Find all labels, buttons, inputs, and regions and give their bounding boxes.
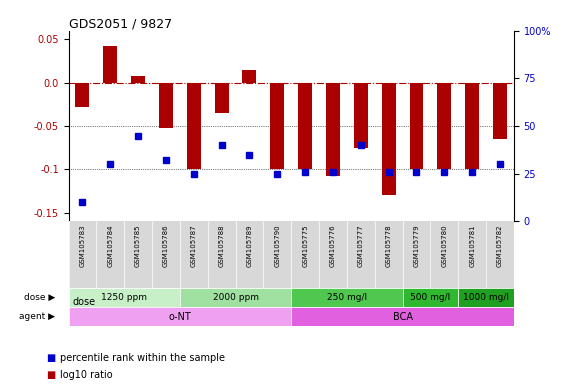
Bar bbox=[403, 288, 458, 307]
Bar bbox=[215, 83, 228, 113]
Bar bbox=[75, 83, 90, 107]
Text: GSM105789: GSM105789 bbox=[247, 225, 252, 267]
Bar bbox=[381, 83, 396, 195]
Bar bbox=[131, 76, 145, 83]
Bar bbox=[354, 83, 368, 148]
Text: 1000 mg/l: 1000 mg/l bbox=[463, 293, 509, 302]
Text: GSM105781: GSM105781 bbox=[469, 225, 475, 267]
Bar bbox=[291, 307, 514, 326]
Text: BCA: BCA bbox=[392, 312, 413, 322]
Text: dose ▶: dose ▶ bbox=[24, 293, 55, 302]
Text: GSM105787: GSM105787 bbox=[191, 225, 197, 267]
Text: o-NT: o-NT bbox=[168, 312, 191, 322]
Text: GSM105778: GSM105778 bbox=[385, 225, 392, 267]
Text: GSM105779: GSM105779 bbox=[413, 225, 420, 267]
Text: 1250 ppm: 1250 ppm bbox=[101, 293, 147, 302]
Text: GSM105780: GSM105780 bbox=[441, 225, 447, 267]
Text: ■: ■ bbox=[46, 370, 55, 380]
Bar bbox=[69, 288, 180, 307]
Text: GSM105776: GSM105776 bbox=[330, 225, 336, 267]
Text: 500 mg/l: 500 mg/l bbox=[411, 293, 451, 302]
Text: GDS2051 / 9827: GDS2051 / 9827 bbox=[69, 18, 172, 31]
Text: GSM105777: GSM105777 bbox=[358, 225, 364, 267]
Text: agent ▶: agent ▶ bbox=[19, 312, 55, 321]
Text: 250 mg/l: 250 mg/l bbox=[327, 293, 367, 302]
Bar bbox=[69, 307, 291, 326]
Bar bbox=[326, 83, 340, 176]
Bar bbox=[291, 288, 403, 307]
Text: GSM105786: GSM105786 bbox=[163, 225, 169, 267]
Bar bbox=[243, 70, 256, 83]
Text: percentile rank within the sample: percentile rank within the sample bbox=[60, 353, 225, 363]
Bar bbox=[458, 288, 514, 307]
Text: GSM105790: GSM105790 bbox=[274, 225, 280, 267]
Text: GSM105788: GSM105788 bbox=[219, 225, 224, 267]
Bar bbox=[159, 83, 173, 128]
Bar bbox=[437, 83, 451, 169]
Bar bbox=[187, 83, 201, 169]
Bar bbox=[270, 83, 284, 169]
Bar bbox=[103, 46, 117, 83]
Text: GSM105782: GSM105782 bbox=[497, 225, 503, 267]
Bar bbox=[493, 83, 507, 139]
Bar bbox=[465, 83, 479, 169]
Text: 2000 ppm: 2000 ppm bbox=[212, 293, 259, 302]
Text: log10 ratio: log10 ratio bbox=[60, 370, 112, 380]
Bar bbox=[180, 288, 291, 307]
Bar bbox=[409, 83, 424, 169]
Text: GSM105783: GSM105783 bbox=[79, 225, 86, 267]
Text: GSM105784: GSM105784 bbox=[107, 225, 113, 267]
Text: GSM105775: GSM105775 bbox=[302, 225, 308, 267]
Text: ■: ■ bbox=[46, 353, 55, 363]
Text: dose: dose bbox=[73, 297, 96, 307]
Bar bbox=[298, 83, 312, 169]
Text: GSM105785: GSM105785 bbox=[135, 225, 141, 267]
